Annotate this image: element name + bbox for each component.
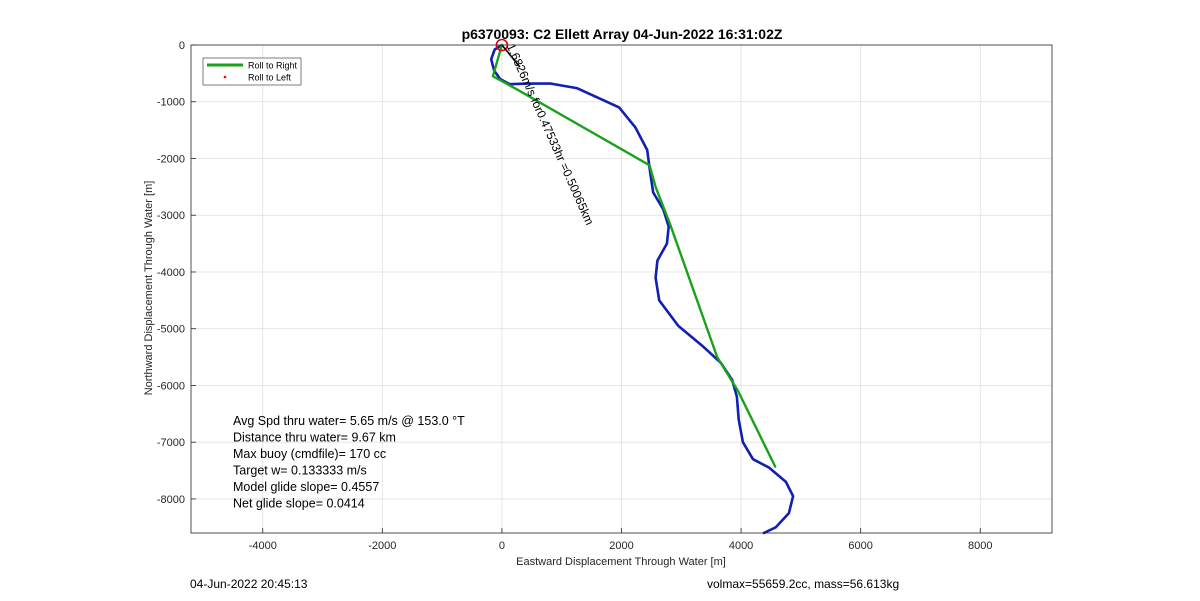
footer-timestamp: 04-Jun-2022 20:45:13 [190, 577, 308, 591]
y-tick-label: -7000 [157, 437, 185, 449]
chart-title: p6370093: C2 Ellett Array 04-Jun-2022 16… [462, 26, 783, 42]
y-tick-label: -8000 [157, 494, 185, 506]
legend-label-roll-left: Roll to Left [248, 73, 292, 83]
grid-lines [191, 44, 1052, 533]
stat-avg-speed: Avg Spd thru water= 5.65 m/s @ 153.0 °T [233, 414, 465, 428]
track-line [489, 43, 795, 535]
y-axis-label: Northward Displacement Through Water [m] [143, 181, 155, 396]
x-tick-label: 4000 [729, 540, 753, 552]
x-tick-label: -4000 [249, 540, 277, 552]
y-tick-label: -3000 [157, 210, 185, 222]
x-tick-label: 8000 [968, 540, 992, 552]
y-tick-label: -1000 [157, 97, 185, 109]
y-tick-label: -6000 [157, 380, 185, 392]
velocity-annotation: 1.6826m/s for0.47533hr =0.50065km [504, 41, 597, 227]
y-tick-label: -4000 [157, 267, 185, 279]
velocity-vector [501, 44, 521, 68]
y-tick-label: -5000 [157, 324, 185, 336]
y-tick-label: -2000 [157, 153, 185, 165]
footer-vol-mass: volmax=55659.2cc, mass=56.613kg [707, 577, 900, 591]
annotation-group: 1.6826m/s for0.47533hr =0.50065km [504, 41, 597, 227]
roll-right-line [491, 43, 777, 468]
x-tick-label: 6000 [848, 540, 872, 552]
stat-target-w: Target w= 0.133333 m/s [233, 464, 367, 478]
x-tick-label: -2000 [368, 540, 396, 552]
y-tick-label: 0 [179, 40, 185, 52]
axis-ticks: -4000 -2000 0 2000 4000 6000 8000 0 -1000 -2000 -3… [157, 40, 993, 552]
stat-distance: Distance thru water= 9.67 km [233, 431, 396, 445]
legend-label-roll-right: Roll to Right [248, 61, 298, 71]
stat-net-glide-slope: Net glide slope= 0.0414 [233, 497, 365, 511]
stat-model-glide-slope: Model glide slope= 0.4557 [233, 480, 379, 494]
x-axis-label: Eastward Displacement Through Water [m] [516, 556, 726, 568]
stats-block: Avg Spd thru water= 5.65 m/s @ 153.0 °T … [233, 414, 465, 511]
x-tick-label: 2000 [609, 540, 633, 552]
legend-box [202, 57, 302, 86]
stat-max-buoy: Max buoy (cmdfile)= 170 cc [233, 447, 386, 461]
x-tick-label: 0 [499, 540, 505, 552]
legend-swatch-roll-left [223, 75, 227, 79]
legend: Roll to Right Roll to Left [202, 57, 302, 86]
